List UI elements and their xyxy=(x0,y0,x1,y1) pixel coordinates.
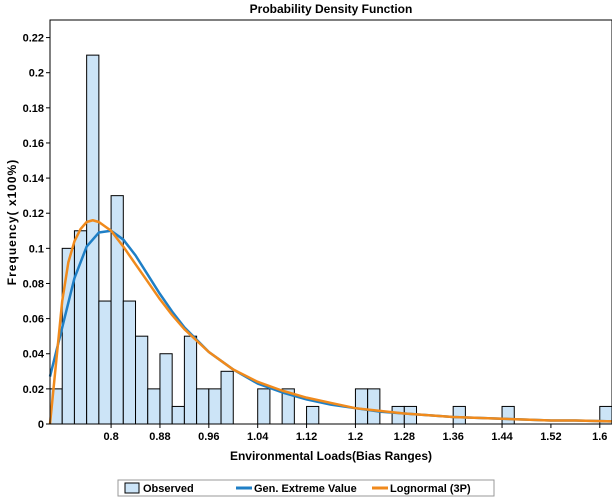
histogram-bar xyxy=(172,406,184,424)
y-tick-label: 0.16 xyxy=(23,138,44,150)
histogram-bar xyxy=(209,389,221,424)
histogram-bar xyxy=(258,389,270,424)
x-tick-label: 1.28 xyxy=(394,431,415,443)
x-tick-label: 0.8 xyxy=(103,431,118,443)
x-tick-label: 1.36 xyxy=(442,431,463,443)
histogram-bar xyxy=(136,336,148,424)
y-tick-label: 0.2 xyxy=(29,68,44,80)
histogram-bars xyxy=(50,55,612,424)
legend-observed-label: Observed xyxy=(143,483,194,495)
histogram-bar xyxy=(62,248,74,424)
x-tick-label: 0.88 xyxy=(149,431,170,443)
histogram-bar xyxy=(148,389,160,424)
histogram-bar xyxy=(368,389,380,424)
histogram-bar xyxy=(160,354,172,424)
histogram-bar xyxy=(307,406,319,424)
x-tick-label: 1.6 xyxy=(592,431,607,443)
y-tick-label: 0 xyxy=(38,419,44,431)
y-tick-label: 0.1 xyxy=(29,243,44,255)
histogram-bar xyxy=(392,406,404,424)
legend-lognormal-label: Lognormal (3P) xyxy=(390,483,471,495)
y-tick-label: 0.12 xyxy=(23,208,44,220)
x-tick-label: 1.12 xyxy=(296,431,317,443)
x-tick-label: 0.96 xyxy=(198,431,219,443)
histogram-bar xyxy=(221,371,233,424)
y-tick-label: 0.08 xyxy=(23,278,44,290)
y-axis: 0 0.02 0.04 0.06 0.08 0.1 0.12 0.14 0.16 0.18 0.2 0… xyxy=(23,33,50,431)
y-axis-label: Frequency( x100%) xyxy=(5,159,19,285)
histogram-bar xyxy=(502,406,514,424)
histogram-bar xyxy=(453,406,465,424)
chart-title: Probability Density Function xyxy=(250,2,413,16)
legend-observed-swatch xyxy=(125,483,139,493)
x-tick-label: 1.52 xyxy=(540,431,561,443)
x-tick-label: 1.44 xyxy=(491,431,513,443)
histogram-bar xyxy=(355,389,367,424)
x-axis: 0.8 0.88 0.96 1.04 1.12 1.2 1.28 1.36 1.44 1.52 1.… xyxy=(103,424,607,443)
legend-gev-label: Gen. Extreme Value xyxy=(254,483,357,495)
x-tick-label: 1.2 xyxy=(348,431,363,443)
histogram-bar xyxy=(111,196,123,424)
histogram-bar xyxy=(99,301,111,424)
histogram-bar xyxy=(184,336,196,424)
x-tick-label: 1.04 xyxy=(247,431,269,443)
y-tick-label: 0.06 xyxy=(23,314,44,326)
y-tick-label: 0.02 xyxy=(23,384,44,396)
y-tick-label: 0.18 xyxy=(23,103,44,115)
histogram-bar xyxy=(123,301,135,424)
y-tick-label: 0.14 xyxy=(23,173,45,185)
x-axis-label: Environmental Loads(Bias Ranges) xyxy=(230,449,432,463)
y-tick-label: 0.04 xyxy=(23,349,45,361)
y-tick-label: 0.22 xyxy=(23,33,44,45)
legend: Observed Gen. Extreme Value Lognormal (3… xyxy=(118,480,494,496)
histogram-bar xyxy=(197,389,209,424)
